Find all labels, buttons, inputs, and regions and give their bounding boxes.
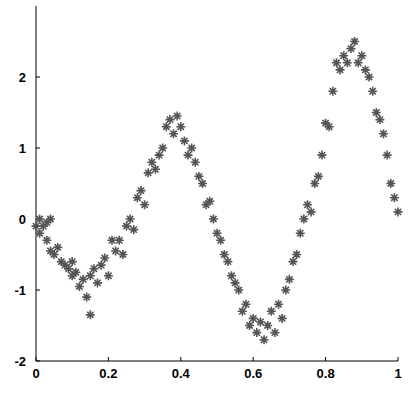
y-tick [36,361,40,362]
point [223,257,232,266]
point [158,144,167,153]
point [292,250,301,259]
x-tick-label: 0 [32,366,39,381]
point [314,172,323,181]
point [187,144,196,153]
point [86,310,95,319]
point [82,293,91,302]
point [180,136,189,145]
point [267,307,276,316]
point [343,58,352,67]
y-tick [36,148,40,149]
point [296,229,305,238]
point [115,236,124,245]
point [100,254,109,263]
x-tick-label: 0.6 [244,366,262,381]
point [317,151,326,160]
point [216,236,225,245]
x-tick-label: 1 [394,366,401,381]
point [151,165,160,174]
point [140,200,149,209]
point [328,87,337,96]
y-tick [36,77,40,78]
y-tick-label: 0 [19,212,26,227]
point [191,158,200,167]
point [368,87,377,96]
point [241,300,250,309]
point [350,37,359,46]
point [136,186,145,195]
point [278,314,287,323]
point [53,243,62,252]
x-axis [36,361,398,362]
x-tick-label: 0.2 [99,366,117,381]
x-tick [253,357,254,361]
points [32,37,403,344]
point [205,197,214,206]
point [118,250,127,259]
point [390,193,399,202]
y-tick-label: 1 [19,141,26,156]
point [126,215,135,224]
point [68,257,77,266]
point [260,335,269,344]
x-tick [325,357,326,361]
x-tick [180,357,181,361]
point [46,215,55,224]
point [93,278,102,287]
point [198,179,207,188]
point [379,129,388,138]
point [281,286,290,295]
point [375,115,384,124]
y-tick-label: -2 [14,354,26,369]
point [357,51,366,60]
y-tick-label: 2 [19,70,26,85]
point [365,73,374,82]
point [394,207,403,216]
point [270,328,279,337]
point [383,151,392,160]
point [176,122,185,131]
y-tick-label: -1 [14,283,26,298]
y-tick [36,290,40,291]
point [129,225,138,234]
point [169,129,178,138]
point [274,300,283,309]
point [252,328,261,337]
x-tick [36,357,37,361]
point [325,122,334,131]
x-tick-label: 0.4 [172,366,191,381]
point [104,271,113,280]
point [299,215,308,224]
y-axis [36,6,37,361]
point [386,179,395,188]
point [71,268,80,277]
point [42,236,51,245]
point [285,275,294,284]
point [263,321,272,330]
x-tick [108,357,109,361]
x-tick [398,357,399,361]
point [209,215,218,224]
x-tick-label: 0.8 [317,366,335,381]
point [234,286,243,295]
point [173,112,182,121]
point [307,207,316,216]
point [336,65,345,74]
chart: 0 0.2 0.4 0.6 0.8 1 -2 -1 0 1 2 [0,0,408,405]
